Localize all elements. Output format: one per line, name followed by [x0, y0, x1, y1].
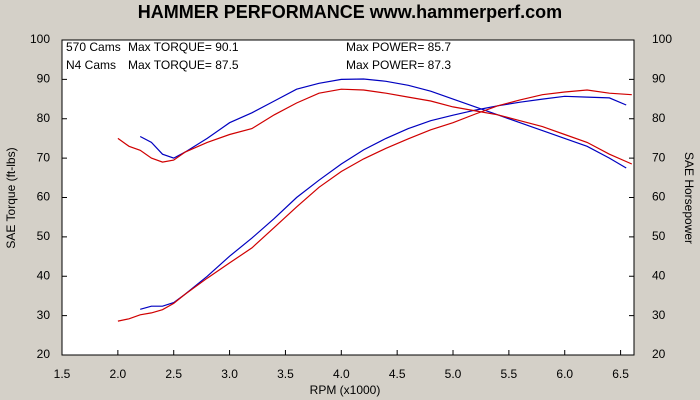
- x-tick-label: 6.0: [556, 367, 573, 381]
- max-torque-annotation: Max TORQUE= 90.1: [128, 40, 239, 54]
- y2-tick-label: 40: [652, 268, 666, 282]
- x-tick-label: 5.0: [445, 367, 462, 381]
- y2-tick-label: 100: [652, 32, 672, 46]
- y2-tick-label: 50: [652, 229, 666, 243]
- x-tick-label: 2.0: [110, 367, 127, 381]
- x-axis-label: RPM (x1000): [310, 383, 381, 397]
- y-tick-label: 80: [37, 111, 51, 125]
- y-tick-label: 100: [30, 32, 50, 46]
- x-tick-label: 6.5: [612, 367, 629, 381]
- x-tick-label: 3.0: [221, 367, 238, 381]
- y-tick-label: 30: [37, 308, 51, 322]
- y-tick-label: 70: [37, 150, 51, 164]
- x-tick-label: 4.5: [389, 367, 406, 381]
- plot-area: [61, 39, 635, 356]
- power-line: [117, 89, 632, 322]
- y-tick-label: 40: [37, 268, 51, 282]
- y-tick-label: 90: [37, 72, 51, 86]
- x-tick-label: 2.5: [165, 367, 182, 381]
- legend-name: 570 Cams: [66, 40, 121, 54]
- torque-line: [117, 88, 633, 165]
- y2-tick-label: 30: [652, 308, 666, 322]
- y2-tick-label: 80: [652, 111, 666, 125]
- max-power-annotation: Max POWER= 85.7: [346, 40, 451, 54]
- x-tick-label: 3.5: [277, 367, 294, 381]
- y2-tick-label: 20: [652, 347, 666, 361]
- y-tick-label: 20: [37, 347, 51, 361]
- max-torque-annotation: Max TORQUE= 87.5: [128, 58, 239, 72]
- x-tick-label: 1.5: [54, 367, 71, 381]
- x-tick-label: 5.5: [501, 367, 518, 381]
- y-axis-label: SAE Torque (ft-lbs): [4, 147, 18, 248]
- y-tick-label: 50: [37, 229, 51, 243]
- max-power-annotation: Max POWER= 87.3: [346, 58, 451, 72]
- y2-axis-label: SAE Horsepower: [682, 152, 696, 244]
- chart-title: HAMMER PERFORMANCE www.hammerperf.com: [138, 2, 562, 22]
- x-tick-label: 4.0: [333, 367, 350, 381]
- y-tick-label: 60: [37, 190, 51, 204]
- y2-tick-label: 70: [652, 150, 666, 164]
- y2-tick-label: 60: [652, 190, 666, 204]
- y2-tick-label: 90: [652, 72, 666, 86]
- legend-name: N4 Cams: [66, 58, 116, 72]
